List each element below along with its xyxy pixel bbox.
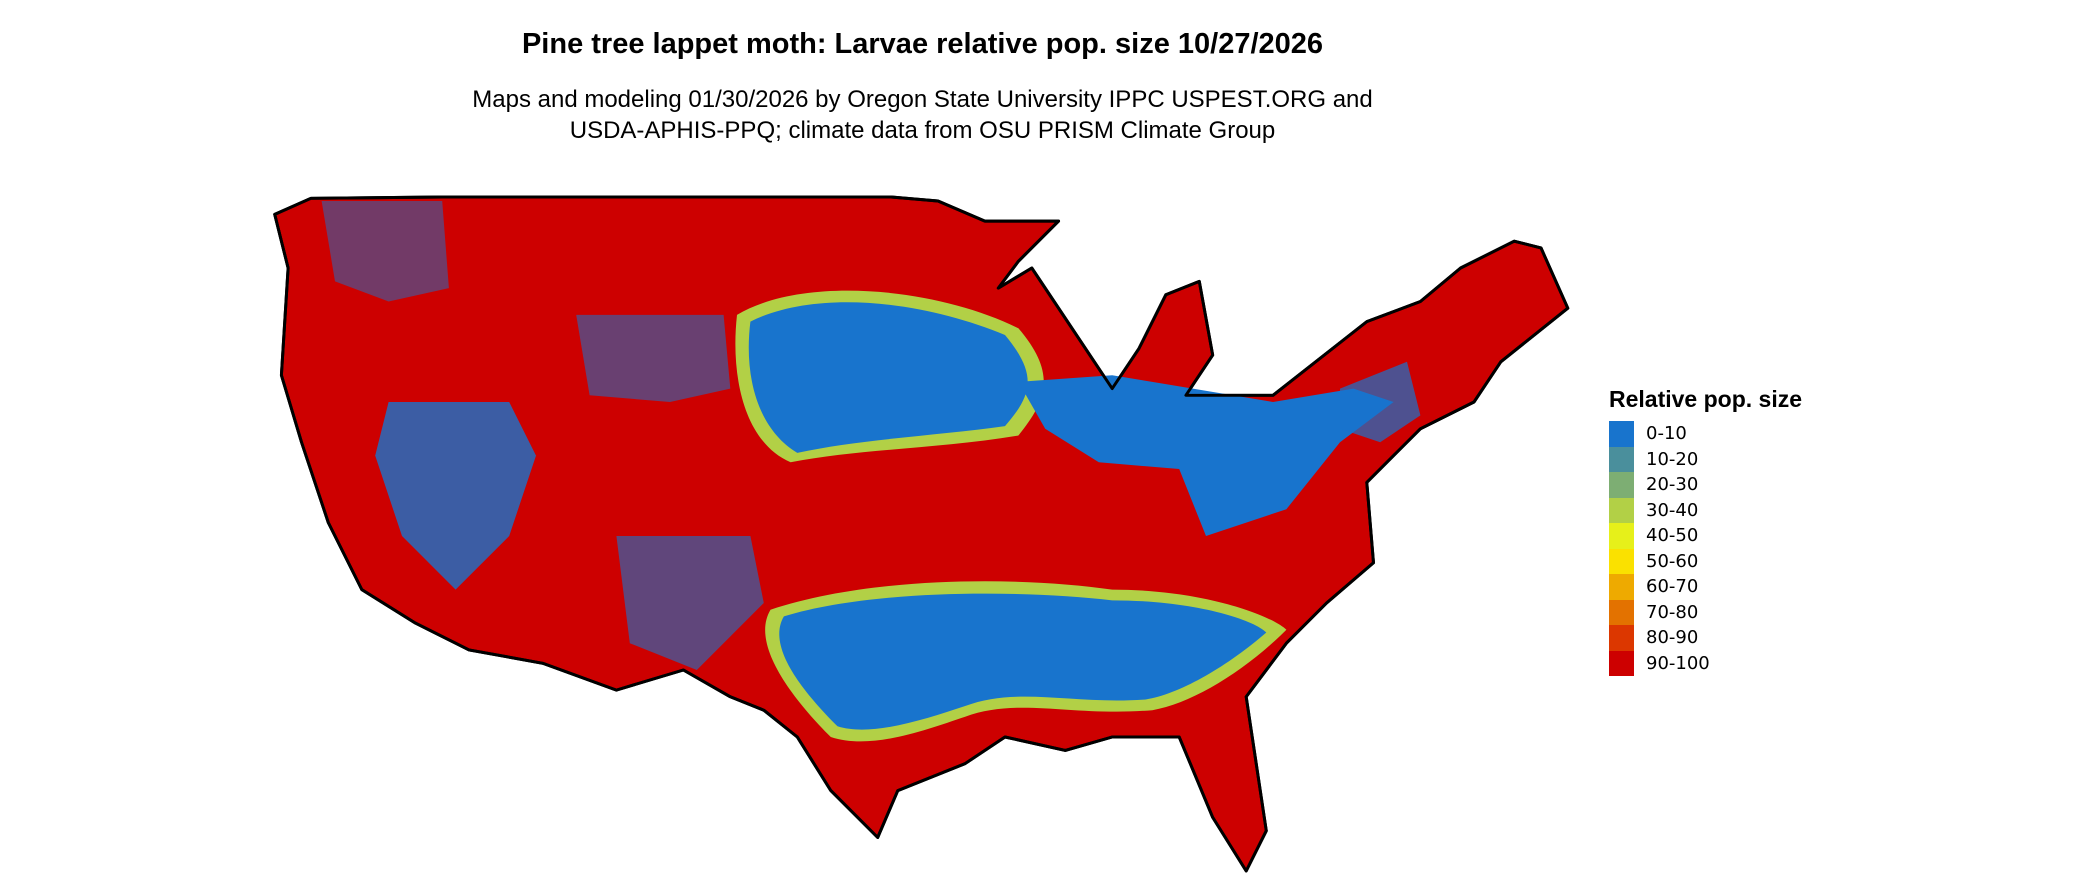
legend-item: 20-30	[1609, 472, 1802, 498]
legend-items: 0-10 10-20 20-30 30-40 40-50 50-60 60-70 70-80 8…	[1609, 421, 1802, 676]
legend-swatch	[1609, 574, 1634, 600]
legend-swatch	[1609, 548, 1634, 574]
legend-title: Relative pop. size	[1609, 386, 1803, 412]
legend-swatch	[1609, 497, 1634, 523]
legend-item: 10-20	[1609, 446, 1802, 472]
region-0-10	[779, 593, 1267, 730]
legend-label: 70-80	[1646, 601, 1699, 623]
legend-label: 80-90	[1646, 627, 1699, 649]
legend-label: 90-100	[1646, 652, 1710, 674]
legend-swatch	[1609, 421, 1634, 447]
legend-item: 40-50	[1609, 523, 1802, 549]
legend: Relative pop. size 0-10 10-20 20-30 30-40 40…	[1609, 386, 1802, 676]
low-population-areas	[321, 201, 1421, 742]
legend-label: 30-40	[1646, 499, 1699, 521]
legend-swatch	[1609, 599, 1634, 625]
region-0-10	[576, 314, 731, 402]
region-0-10	[1018, 375, 1394, 536]
legend-label: 40-50	[1646, 525, 1699, 547]
legend-item: 80-90	[1609, 625, 1802, 651]
legend-label: 0-10	[1646, 423, 1687, 445]
subtitle-line: USDA-APHIS-PPQ; climate data from OSU PR…	[569, 117, 1276, 144]
region-0-10	[1340, 361, 1421, 443]
legend-swatch	[1609, 523, 1634, 549]
map-title: Pine tree lappet moth: Larvae relative p…	[521, 28, 1324, 60]
legend-swatch	[1609, 472, 1634, 498]
legend-swatch	[1609, 650, 1634, 676]
conus-border	[273, 195, 1570, 873]
legend-swatch	[1609, 625, 1634, 651]
region-0-10	[321, 201, 449, 302]
map-subtitle: Maps and modeling 01/30/2026 by Oregon S…	[0, 84, 1845, 146]
legend-item: 0-10	[1609, 421, 1802, 447]
legend-item: 70-80	[1609, 599, 1802, 625]
legend-item: 60-70	[1609, 574, 1802, 600]
legend-label: 10-20	[1646, 448, 1699, 470]
legend-label: 60-70	[1646, 576, 1699, 598]
legend-item: 90-100	[1609, 650, 1802, 676]
region-0-10	[748, 302, 1028, 453]
legend-label: 50-60	[1646, 550, 1699, 572]
region-0-10	[375, 402, 536, 590]
subtitle-line: Maps and modeling 01/30/2026 by Oregon S…	[472, 86, 1373, 113]
region-0-10	[616, 536, 764, 670]
legend-swatch	[1609, 446, 1634, 472]
legend-item: 30-40	[1609, 497, 1802, 523]
legend-item: 50-60	[1609, 548, 1802, 574]
legend-label: 20-30	[1646, 474, 1699, 496]
